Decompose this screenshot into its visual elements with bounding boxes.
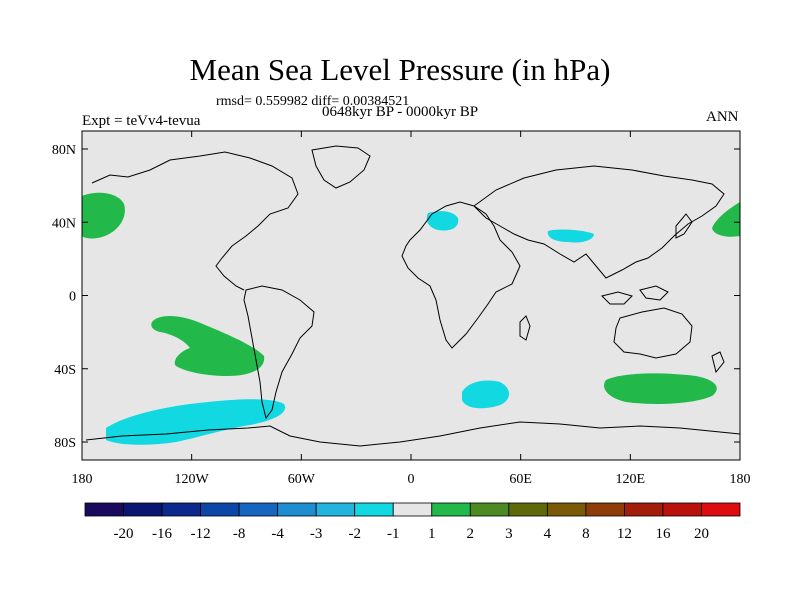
lon-tick-label: 60W	[288, 472, 316, 487]
colorbar-label: 12	[617, 526, 632, 542]
anomaly-region-positive	[712, 202, 740, 237]
anomaly-region-negative	[106, 399, 286, 445]
experiment-label: Expt = teVv4-tevua	[82, 113, 201, 129]
lat-tick-label: 80S	[54, 436, 76, 451]
lon-tick-label: 60E	[509, 472, 532, 487]
colorbar-swatch	[392, 502, 433, 517]
colorbar-label: 2	[467, 526, 475, 542]
colorbar-label: -3	[310, 526, 323, 542]
colorbar-swatch	[123, 502, 163, 517]
colorbar-label: 1	[428, 526, 436, 542]
colorbar-swatch	[238, 502, 279, 517]
lat-tick-label: 40S	[54, 363, 76, 378]
colorbar-label: -1	[387, 526, 400, 542]
colorbar-label: -2	[348, 526, 361, 542]
colorbar-swatch	[431, 502, 471, 517]
anomaly-region-positive	[604, 373, 717, 404]
lon-tick-label: 120E	[616, 472, 646, 487]
colorbar-swatch	[200, 502, 240, 517]
colorbar-swatch	[585, 502, 625, 517]
anomaly-region-negative	[426, 211, 459, 231]
colorbar-swatch	[701, 502, 741, 517]
anomaly-region-positive	[82, 192, 125, 239]
colorbar-label: 8	[582, 526, 590, 542]
lon-tick-label: 180	[72, 472, 93, 487]
lon-tick-label: 120W	[175, 472, 210, 487]
anomaly-region-negative	[462, 380, 509, 409]
colorbar-label: 16	[655, 526, 671, 542]
colorbar-swatch	[546, 502, 587, 517]
colorbar-label: -12	[191, 526, 211, 542]
colorbar-label: -4	[271, 526, 284, 542]
colorbar-label: -8	[233, 526, 246, 542]
colorbar: -20 -16 -12 -8 -4 -3 -2 -1 1 2 3 4 8 12 16 20	[84, 502, 741, 542]
latitude-axis: 80N 40N 0 40S 80S	[52, 143, 740, 451]
season-label: ANN	[706, 109, 739, 125]
colorbar-swatch	[662, 502, 702, 517]
colorbar-label: -16	[152, 526, 172, 542]
longitude-axis: 180 120W 60W 0 60E 120E 180	[72, 131, 751, 487]
anomaly-region-positive	[151, 316, 265, 376]
colorbar-label: 4	[544, 526, 552, 542]
anomaly-region-negative	[547, 229, 594, 243]
colorbar-swatch	[84, 502, 124, 517]
lon-tick-label: 0	[408, 472, 415, 487]
time-period-label: 0648kyr BP - 0000kyr BP	[322, 104, 479, 120]
colorbar-label: 3	[505, 526, 513, 542]
plot-title: Mean Sea Level Pressure (in hPa)	[189, 52, 611, 87]
colorbar-swatch	[624, 502, 664, 517]
colorbar-swatch	[161, 502, 201, 517]
colorbar-swatch	[277, 502, 317, 517]
lat-tick-label: 80N	[52, 143, 76, 158]
lat-tick-label: 0	[69, 290, 76, 305]
rmsd-diff-stats: rmsd= 0.559982 diff= 0.00384521	[216, 94, 410, 109]
lon-tick-label: 180	[730, 472, 751, 487]
coastlines	[85, 145, 741, 447]
colorbar-label: -20	[114, 526, 134, 542]
colorbar-label: 20	[694, 526, 709, 542]
colorbar-swatch	[354, 502, 394, 517]
lat-tick-label: 40N	[52, 216, 76, 231]
colorbar-swatch	[508, 502, 548, 517]
colorbar-swatch	[315, 502, 356, 517]
colorbar-swatch	[469, 502, 510, 517]
